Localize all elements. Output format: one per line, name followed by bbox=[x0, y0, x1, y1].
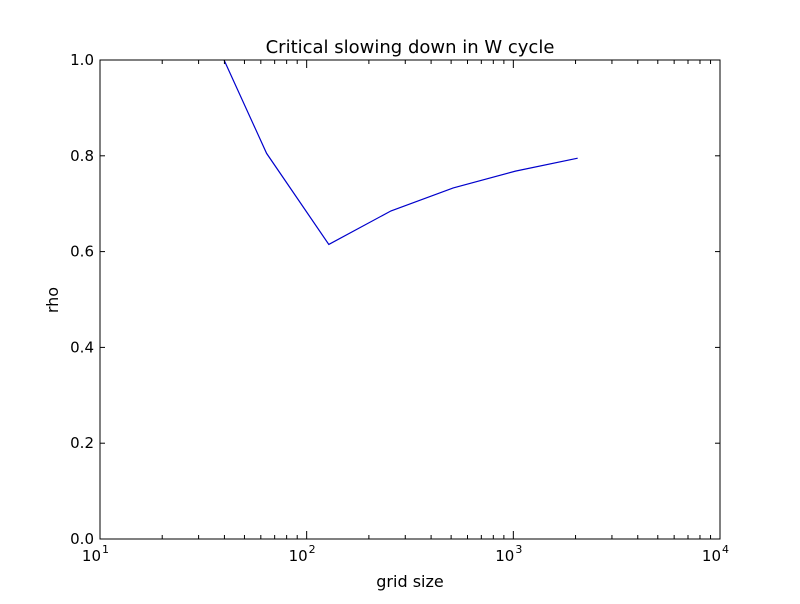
x-tick-exponent: 3 bbox=[515, 543, 522, 556]
ticks-layer: 0.00.20.40.60.81.010 1 10 2 10 3 10 4 bbox=[70, 51, 729, 565]
x-tick-label: 10 bbox=[702, 547, 721, 565]
x-tick-label: 10 bbox=[82, 547, 101, 565]
plot-frame bbox=[99, 59, 721, 540]
x-tick-label: 10 bbox=[495, 547, 514, 565]
x-tick-label: 10 bbox=[289, 547, 308, 565]
y-tick-label: 1.0 bbox=[70, 51, 94, 69]
y-tick-label: 0.2 bbox=[70, 434, 94, 452]
x-tick-exponent: 1 bbox=[102, 543, 109, 556]
x-axis-label: grid size bbox=[376, 572, 443, 591]
x-tick-exponent: 4 bbox=[722, 543, 729, 556]
chart-title: Critical slowing down in W cycle bbox=[266, 37, 555, 58]
y-tick-label: 0.0 bbox=[70, 530, 94, 548]
y-tick-label: 0.6 bbox=[70, 243, 94, 261]
y-axis-label: rho bbox=[43, 287, 62, 313]
series-line bbox=[223, 60, 578, 246]
series-layer bbox=[223, 60, 578, 246]
y-tick-label: 0.8 bbox=[70, 147, 94, 165]
x-tick-exponent: 2 bbox=[309, 543, 316, 556]
y-tick-label: 0.4 bbox=[70, 338, 94, 356]
